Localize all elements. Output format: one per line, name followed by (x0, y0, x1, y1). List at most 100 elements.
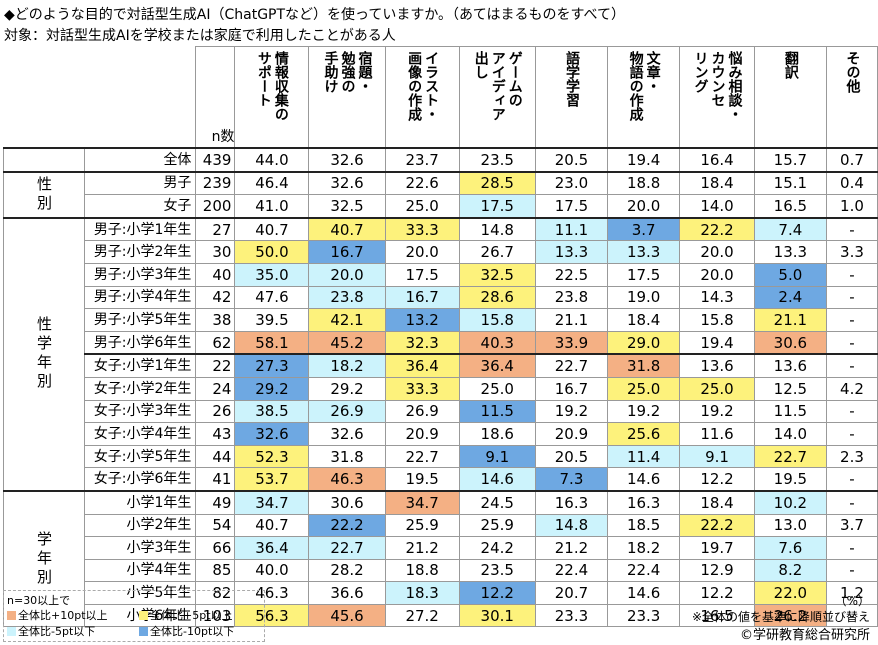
table: n数 情報収集の サポート 宿題・ 勉強の 手助け イラスト・ 画像の作成 ゲームの アイディア出… (3, 46, 878, 628)
n-value: 27 (195, 216, 236, 242)
cell: 20.9 (384, 422, 460, 446)
cell: 32.3 (384, 330, 460, 355)
cell: 0.4 (825, 170, 878, 196)
cell: 17.5 (534, 194, 609, 219)
cell: 30.6 (308, 489, 386, 515)
cell: 3.7 (607, 216, 681, 242)
column-label: その他 (843, 51, 860, 93)
row-label: 女子:小学1年生 (83, 353, 197, 378)
row: 男子:小学2年生 30 50.0 16.7 20.0 26.7 13.3 13.3 20.0 13… (4, 240, 878, 264)
column-label-line: 画像の作成 (406, 51, 423, 121)
unit: （%） (834, 594, 870, 608)
cell: 22.5 (534, 262, 609, 287)
cell: 14.0 (679, 194, 755, 219)
row: 男子:小学6年生 62 58.1 45.2 32.3 40.3 33.9 29.0 19.4 30… (4, 330, 878, 355)
cell: 0.7 (825, 147, 878, 173)
n-value: 43 (195, 422, 236, 446)
cell: 36.6 (308, 581, 386, 605)
group-label: 性別 (3, 170, 85, 219)
cell: 45.6 (308, 603, 386, 628)
n-value: 38 (195, 308, 236, 332)
cell: 11.4 (607, 444, 681, 469)
cell: 20.9 (534, 422, 609, 446)
cell: 11.1 (534, 216, 609, 242)
cell: 27.3 (234, 353, 310, 378)
copyright: ©学研教育総合研究所 (739, 628, 870, 643)
cell: 15.1 (753, 170, 827, 196)
n-value: 66 (195, 536, 236, 560)
cell: 7.3 (534, 467, 609, 492)
cell: 40.7 (308, 216, 386, 242)
cell: 25.0 (607, 376, 681, 401)
cell: 3.7 (825, 513, 878, 538)
n-value: 24 (195, 376, 236, 401)
column-label: 翻訳 (782, 51, 799, 79)
cell: 13.6 (679, 353, 755, 378)
cell: 30.6 (753, 330, 827, 355)
legend: n=30以上で 全体比+10pt以上 全体比+5pt以上 全体比-5pt以下 全体比-1… (3, 590, 265, 642)
n-value: 40 (195, 262, 236, 287)
n-value: 41 (195, 467, 236, 492)
cell: 26.2 (753, 603, 827, 628)
column-header: ゲームの アイディア 出し (458, 46, 536, 149)
cell: 15.8 (679, 308, 755, 332)
legend-label: 全体比+10pt以上 (18, 609, 108, 622)
cell: 11.6 (679, 422, 755, 446)
cell: 23.8 (534, 285, 609, 310)
cell: 20.0 (679, 262, 755, 287)
cell: 20.7 (534, 581, 609, 605)
cell: - (825, 603, 878, 628)
cell: 34.7 (384, 489, 460, 515)
header-row: n数 情報収集の サポート 宿題・ 勉強の 手助け イラスト・ 画像の作成 ゲームの アイディア出… (3, 46, 878, 149)
legend-item: 全体比+5pt以上 (139, 607, 233, 623)
n-value: 26 (195, 399, 236, 424)
legend-label: 全体比-10pt以下 (150, 625, 235, 638)
cell: 21.1 (753, 308, 827, 332)
cell: 46.4 (234, 170, 310, 196)
cell: 23.3 (607, 603, 681, 628)
n-value: 30 (195, 240, 236, 264)
cell: 13.2 (384, 308, 460, 332)
cell: 19.5 (753, 467, 827, 492)
cell: 36.4 (458, 353, 536, 378)
column-label-line: リング (692, 51, 709, 93)
cell: 17.5 (607, 262, 681, 287)
cell: 31.8 (308, 444, 386, 469)
column-label-line: 宿題・ (356, 51, 373, 93)
legend-swatch (139, 611, 148, 620)
cell: 36.4 (384, 353, 460, 378)
row-label: 女子:小学3年生 (83, 399, 197, 424)
n-value: 22 (195, 353, 236, 378)
row: 男子:小学3年生 40 35.0 20.0 17.5 32.5 22.5 17.5 20.0 5.… (4, 262, 878, 287)
cell: 14.6 (458, 467, 536, 492)
cell: 18.5 (607, 513, 681, 538)
row: 男子:小学5年生 38 39.5 42.1 13.2 15.8 21.1 18.4 15.8 21… (4, 308, 878, 332)
cell: 26.7 (458, 240, 536, 264)
row: 小学2年生 54 40.7 22.2 25.9 25.9 14.8 18.5 22.2 13.0 3… (4, 513, 878, 538)
group-label: 学年別 (3, 489, 85, 628)
cell: 34.7 (234, 489, 310, 515)
column-label: ゲームの アイディア 出し (472, 51, 523, 121)
n-value: 44 (195, 444, 236, 469)
cell: 13.3 (753, 240, 827, 264)
cell: 12.5 (753, 376, 827, 401)
cell: 18.4 (679, 489, 755, 515)
column-label: 語学学習 (563, 51, 580, 107)
row: 小学3年生 66 36.4 22.7 21.2 24.2 21.2 18.2 19.7 7.6- (4, 536, 878, 560)
cell: 8.2 (753, 558, 827, 583)
cell: 19.2 (534, 399, 609, 424)
column-header: その他 (825, 46, 878, 149)
cell: 25.0 (384, 194, 460, 219)
cell: 20.5 (534, 444, 609, 469)
cell: 4.2 (825, 376, 878, 401)
row-label: 全体 (83, 147, 197, 173)
cell: 19.7 (679, 536, 755, 560)
legend-label: 全体比-5pt以下 (18, 625, 96, 638)
cell: 14.6 (607, 581, 681, 605)
row-label: 男子:小学3年生 (83, 262, 197, 287)
legend-swatch (139, 627, 148, 636)
cell: 19.5 (384, 467, 460, 492)
cell: 22.0 (753, 581, 827, 605)
cell: 19.0 (607, 285, 681, 310)
cell: 28.5 (458, 170, 536, 196)
